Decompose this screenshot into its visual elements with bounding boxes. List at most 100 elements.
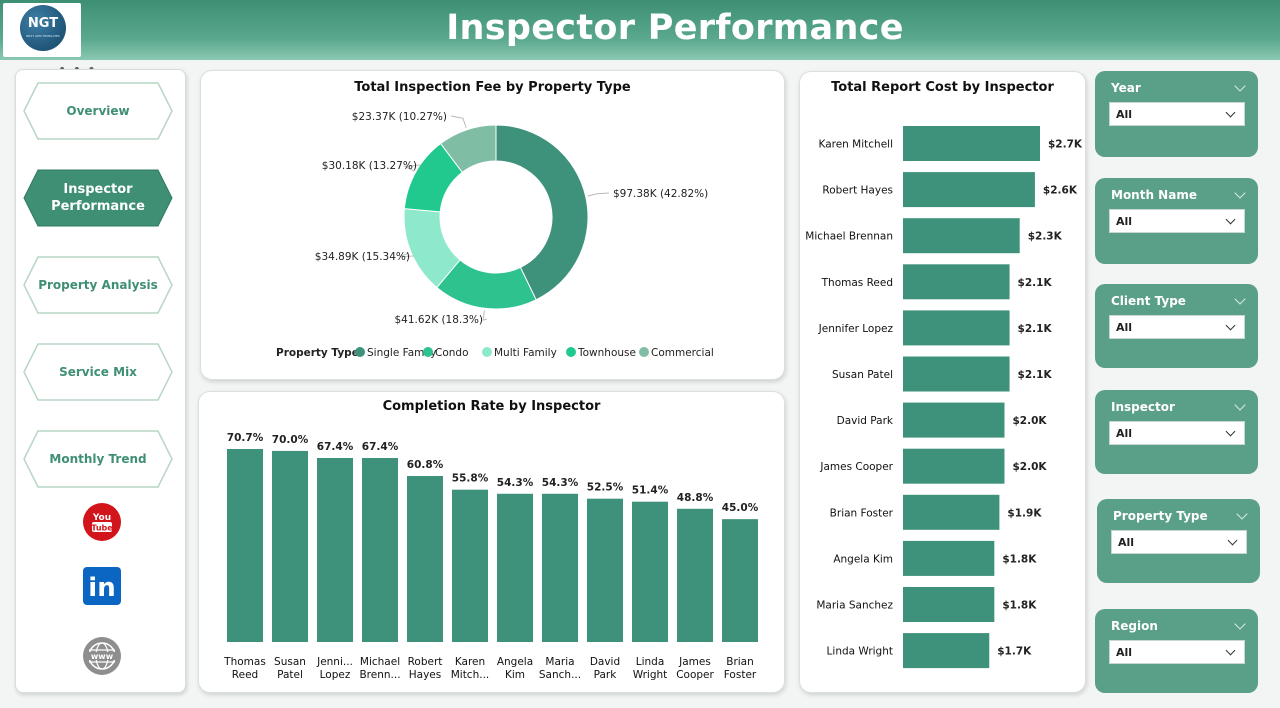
slicer-label: Month Name (1111, 188, 1197, 202)
report-cost-bar[interactable] (903, 264, 1010, 300)
completion-bar[interactable] (317, 458, 353, 642)
completion-tick-label: Maria (545, 656, 574, 668)
completion-tick-label: David (590, 656, 620, 668)
report-cost-chart-card: Total Report Cost by Inspector Karen Mit… (799, 71, 1086, 693)
completion-data-label: 60.8% (407, 459, 444, 471)
nav-item-monthly-trend[interactable]: Monthly Trend (22, 429, 174, 489)
report-cost-tick-label: Robert Hayes (822, 185, 893, 197)
legend-item-condo[interactable]: Condo (435, 347, 469, 359)
completion-data-label: 52.5% (587, 482, 624, 494)
report-cost-tick-label: Thomas Reed (821, 277, 893, 289)
collapse-chevron-icon[interactable] (1234, 80, 1246, 92)
slicer-inspector: Inspector All (1095, 390, 1258, 474)
completion-tick-label: Thomas (223, 656, 266, 668)
report-cost-bar[interactable] (903, 356, 1010, 392)
completion-data-label: 55.8% (452, 473, 489, 485)
slicer-label: Year (1111, 81, 1141, 95)
nav-item-service-mix[interactable]: Service Mix (22, 342, 174, 402)
completion-bar[interactable] (452, 489, 488, 642)
completion-chart-card: Completion Rate by Inspector 70.7% Thomas… (198, 391, 785, 693)
logo-text: NGT (27, 16, 59, 31)
collapse-chevron-icon[interactable] (1234, 187, 1246, 199)
completion-tick-label: James (678, 656, 711, 668)
report-cost-bar[interactable] (903, 448, 1005, 484)
report-cost-bar[interactable] (903, 540, 995, 576)
report-cost-bar[interactable] (903, 126, 1040, 161)
report-cost-data-label: $2.7K (1048, 139, 1083, 151)
report-cost-bar[interactable] (903, 402, 1005, 438)
report-cost-tick-label: Jennifer Lopez (818, 323, 894, 335)
completion-bar[interactable] (542, 493, 578, 642)
legend-swatch (566, 347, 576, 357)
slicer-dropdown[interactable]: All (1109, 421, 1245, 445)
nav-item-label: Monthly Trend (49, 451, 147, 466)
slicer-dropdown[interactable]: All (1109, 640, 1245, 664)
legend-item-single-family[interactable]: Single Family (367, 347, 436, 359)
legend-item-commercial[interactable]: Commercial (651, 347, 714, 359)
legend-swatch (639, 347, 649, 357)
slicer-value: All (1116, 215, 1133, 228)
donut-slice-commercial[interactable] (439, 124, 497, 173)
slicer-value: All (1116, 646, 1133, 659)
report-cost-bar[interactable] (903, 172, 1035, 208)
report-cost-data-label: $1.9K (1007, 507, 1042, 519)
report-cost-bar[interactable] (903, 633, 990, 669)
youtube-text-top: You (92, 513, 111, 523)
report-cost-bar[interactable] (903, 310, 1010, 346)
report-cost-tick-label: Susan Patel (832, 369, 893, 381)
nav-item-overview[interactable]: Overview (22, 81, 174, 141)
youtube-icon[interactable]: You Tube (82, 502, 122, 542)
slicer-dropdown[interactable]: All (1109, 102, 1245, 126)
report-cost-data-label: $2.6K (1043, 185, 1078, 197)
report-cost-tick-label: Linda Wright (827, 646, 893, 658)
report-cost-bar[interactable] (903, 587, 995, 622)
completion-tick-label: Patel (277, 669, 303, 681)
donut-slice-single-family[interactable] (495, 124, 589, 301)
completion-bar[interactable] (632, 501, 668, 642)
completion-tick-label: Mitch... (451, 669, 490, 681)
completion-tick-label: Hayes (409, 669, 441, 681)
completion-bar[interactable] (722, 519, 758, 642)
completion-bar[interactable] (497, 493, 533, 642)
completion-bar[interactable] (407, 476, 443, 642)
report-cost-tick-label: Michael Brennan (805, 231, 893, 243)
collapse-chevron-icon[interactable] (1236, 508, 1248, 520)
nav-item-inspector-performance[interactable]: Inspector Performance (22, 168, 174, 228)
report-cost-chart-title: Total Report Cost by Inspector (831, 80, 1054, 95)
completion-bar[interactable] (227, 449, 263, 642)
slicer-year: Year All (1095, 71, 1258, 157)
report-cost-data-label: $1.7K (997, 646, 1032, 658)
completion-data-label: 70.7% (227, 432, 264, 444)
chevron-down-icon (1225, 214, 1236, 225)
linkedin-icon[interactable]: in (82, 566, 122, 606)
slicer-dropdown[interactable]: All (1111, 530, 1247, 554)
report-cost-bar[interactable] (903, 494, 1000, 530)
nav-item-property-analysis[interactable]: Property Analysis (22, 255, 174, 315)
report-cost-data-label: $2.0K (1012, 415, 1047, 427)
legend-swatch (423, 347, 433, 357)
youtube-text-bottom: Tube (91, 524, 113, 533)
slicer-label: Property Type (1113, 509, 1208, 523)
collapse-chevron-icon[interactable] (1234, 399, 1246, 411)
collapse-chevron-icon[interactable] (1234, 293, 1246, 305)
completion-bar[interactable] (587, 498, 623, 642)
page-title: Inspector Performance (446, 8, 904, 48)
collapse-chevron-icon[interactable] (1234, 618, 1246, 630)
legend-swatch (482, 347, 492, 357)
slicer-dropdown[interactable]: All (1109, 315, 1245, 339)
report-cost-tick-label: Brian Foster (830, 507, 894, 519)
completion-bar[interactable] (272, 450, 308, 642)
chevron-down-icon (1225, 645, 1236, 656)
nav-item-label: Overview (66, 103, 130, 118)
legend-item-townhouse[interactable]: Townhouse (577, 347, 636, 359)
completion-bar[interactable] (677, 508, 713, 642)
nav-item-label: Inspector Performance (51, 182, 145, 214)
report-cost-tick-label: Karen Mitchell (819, 139, 894, 151)
report-cost-tick-label: James Cooper (819, 461, 893, 473)
nav-panel: Overview Inspector Performance Property An… (15, 69, 186, 693)
globe-icon[interactable]: www (82, 636, 122, 676)
legend-item-multi-family[interactable]: Multi Family (494, 347, 557, 359)
completion-bar[interactable] (362, 458, 398, 642)
report-cost-bar[interactable] (903, 218, 1020, 254)
slicer-dropdown[interactable]: All (1109, 209, 1245, 233)
